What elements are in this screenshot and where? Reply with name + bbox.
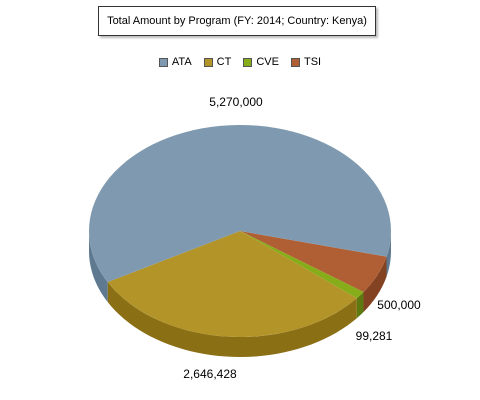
legend-item-ata[interactable]: ATA — [158, 56, 192, 68]
legend: ATA CT CVE TSI — [0, 56, 480, 68]
data-label-ct: 2,646,428 — [183, 367, 237, 381]
chart-title: Total Amount by Program (FY: 2014; Count… — [98, 6, 376, 36]
legend-swatch-tsi — [290, 57, 300, 67]
chart-title-text: Total Amount by Program (FY: 2014; Count… — [107, 15, 367, 27]
slice-side-cve — [356, 292, 364, 319]
legend-label-cve: CVE — [256, 56, 279, 68]
legend-swatch-cve — [243, 57, 253, 67]
data-label-cve: 99,281 — [356, 329, 393, 343]
slice-cve[interactable] — [240, 231, 364, 299]
legend-item-tsi[interactable]: TSI — [290, 56, 322, 68]
slice-side-ata — [386, 231, 391, 277]
slice-side-ct — [107, 282, 357, 357]
slice-ata[interactable] — [88, 124, 391, 283]
slice-tsi[interactable] — [240, 231, 387, 293]
pie-labels: 5,270,000 2,646,428 99,281 500,000 — [183, 95, 421, 381]
slice-side-tsi — [363, 256, 387, 313]
slice-side-ata — [89, 232, 108, 303]
data-label-tsi: 500,000 — [377, 298, 421, 312]
legend-swatch-ct — [203, 57, 213, 67]
pie-tops — [88, 124, 391, 338]
slice-ct[interactable] — [107, 231, 357, 338]
data-label-ata: 5,270,000 — [209, 95, 263, 109]
legend-label-ct: CT — [216, 56, 232, 68]
legend-label-ata: ATA — [171, 56, 192, 68]
pie-sides — [89, 231, 391, 357]
legend-swatch-ata — [158, 57, 168, 67]
legend-item-cve[interactable]: CVE — [243, 56, 279, 68]
legend-label-tsi: TSI — [303, 56, 322, 68]
legend-item-ct[interactable]: CT — [203, 56, 232, 68]
